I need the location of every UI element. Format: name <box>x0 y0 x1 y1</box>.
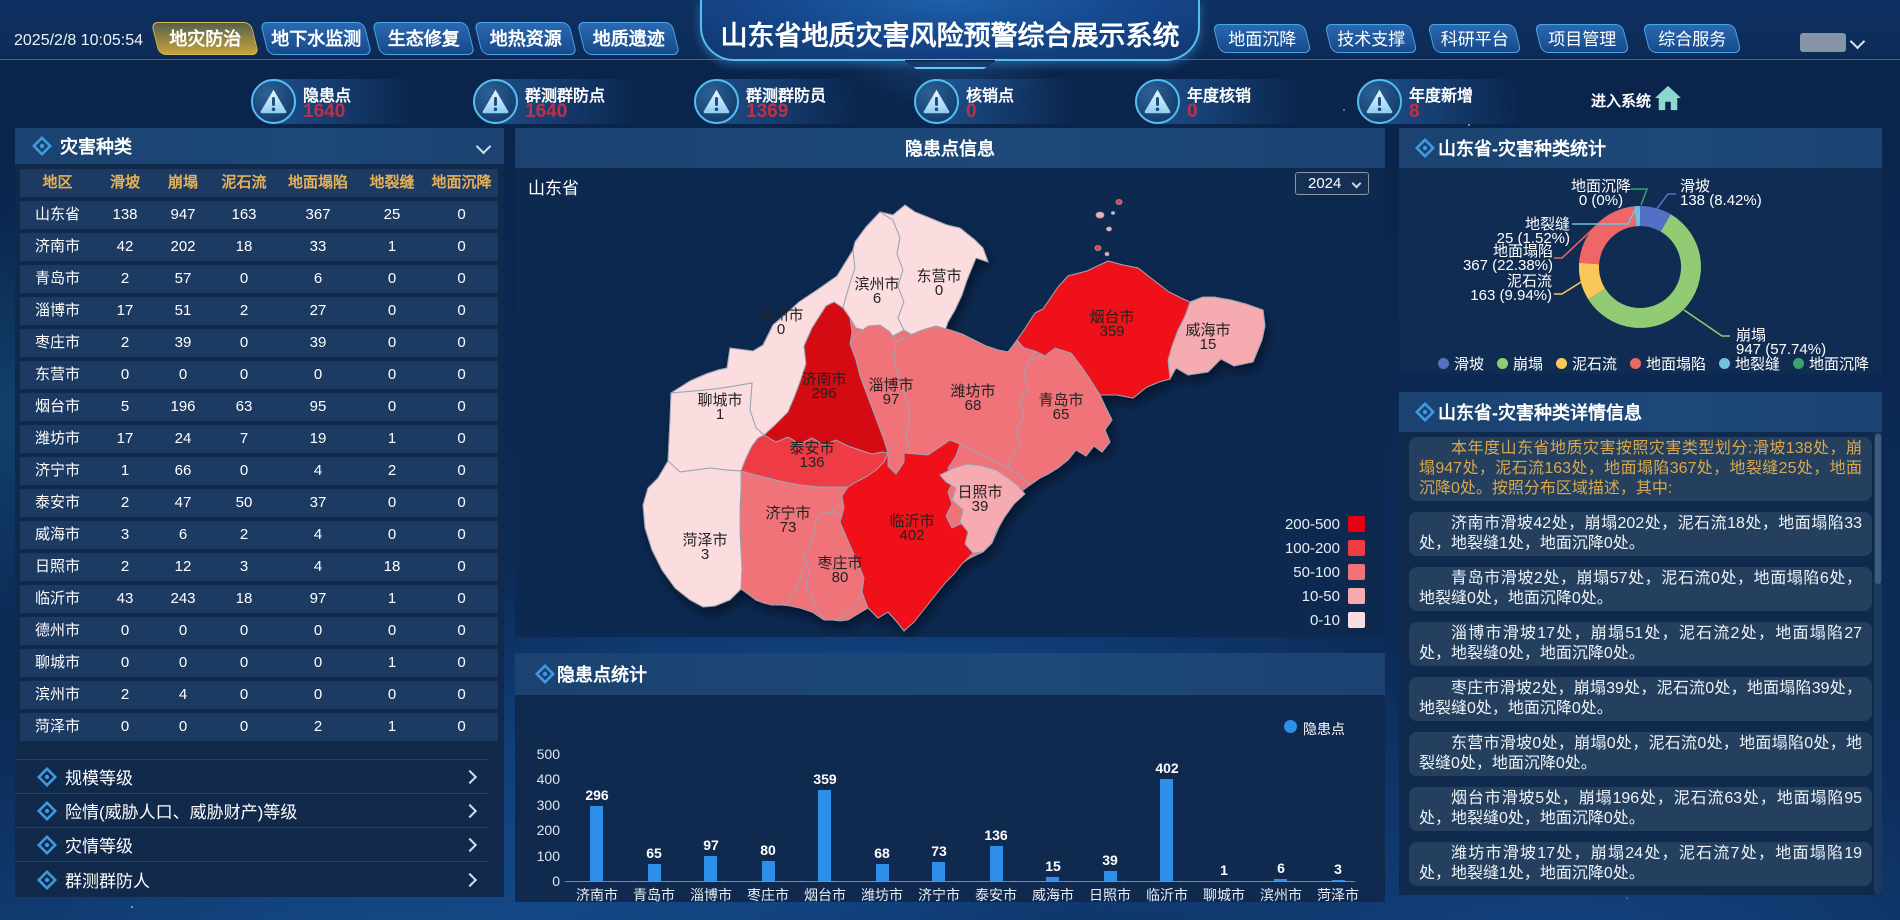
svg-text:39: 39 <box>972 498 989 515</box>
svg-text:15: 15 <box>1200 336 1217 353</box>
svg-text:淄博市: 淄博市 <box>868 377 913 394</box>
svg-text:3: 3 <box>701 546 709 563</box>
svg-text:聊城市: 聊城市 <box>697 392 742 409</box>
svg-text:青岛市: 青岛市 <box>1038 392 1083 409</box>
svg-text:潍坊市: 潍坊市 <box>950 383 995 400</box>
svg-text:济南市: 济南市 <box>801 371 846 388</box>
svg-text:0: 0 <box>777 321 785 338</box>
svg-text:济宁市: 济宁市 <box>765 505 810 522</box>
svg-text:97: 97 <box>883 391 900 408</box>
svg-text:402: 402 <box>899 527 924 544</box>
svg-text:枣庄市: 枣庄市 <box>817 554 862 572</box>
svg-text:65: 65 <box>1053 406 1070 423</box>
svg-text:临沂市: 临沂市 <box>889 513 934 530</box>
svg-text:威海市: 威海市 <box>1185 322 1230 339</box>
svg-text:73: 73 <box>780 519 797 536</box>
svg-text:德州市: 德州市 <box>758 306 803 324</box>
svg-text:80: 80 <box>832 569 849 586</box>
svg-text:东营市: 东营市 <box>916 268 961 285</box>
svg-text:68: 68 <box>965 397 982 414</box>
svg-text:菏泽市: 菏泽市 <box>682 532 727 549</box>
svg-text:6: 6 <box>873 290 881 307</box>
svg-text:烟台市: 烟台市 <box>1089 309 1134 326</box>
svg-text:滨州市: 滨州市 <box>854 276 899 293</box>
svg-text:296: 296 <box>811 385 836 402</box>
svg-text:1: 1 <box>716 406 724 423</box>
svg-text:359: 359 <box>1099 323 1124 340</box>
svg-text:0: 0 <box>935 282 943 299</box>
svg-text:泰安市: 泰安市 <box>789 440 834 457</box>
svg-text:日照市: 日照市 <box>957 484 1002 501</box>
svg-text:136: 136 <box>799 454 824 471</box>
